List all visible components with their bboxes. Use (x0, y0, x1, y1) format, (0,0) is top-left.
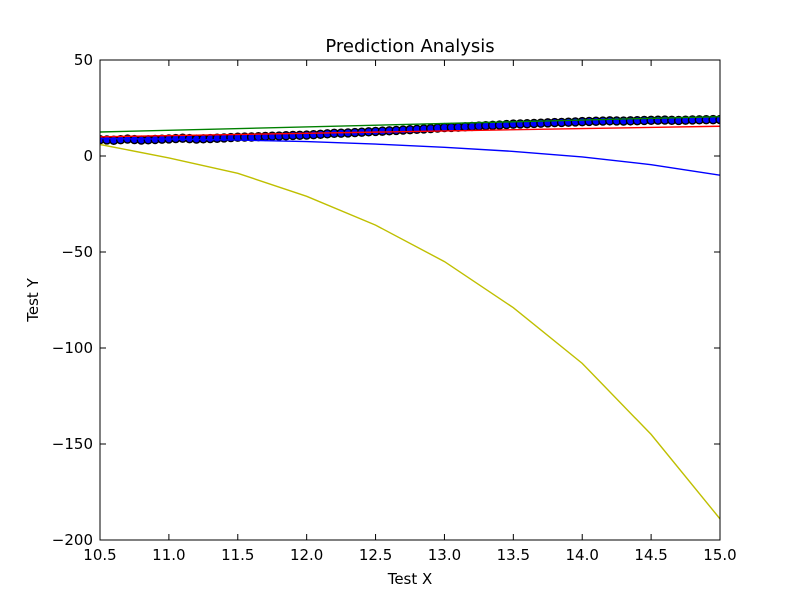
series-line (100, 115, 720, 133)
series-line (100, 125, 720, 138)
series-line (100, 143, 720, 520)
x-tick-label: 11.0 (152, 546, 185, 564)
y-tick-label: −150 (52, 435, 93, 453)
x-tick-label: 12.0 (290, 546, 323, 564)
scatter-point (715, 114, 720, 125)
x-tick-label: 13.5 (497, 546, 530, 564)
plot-frame (99, 59, 721, 541)
series-layer (100, 114, 720, 520)
y-axis-label: Test Y (24, 277, 42, 322)
x-tick-label: 12.5 (359, 546, 392, 564)
y-tick-label: 0 (83, 147, 93, 165)
x-tick-label: 13.0 (428, 546, 461, 564)
y-tick-label: 50 (74, 51, 93, 69)
y-tick-label: −200 (52, 531, 93, 549)
y-tick-label: −50 (61, 243, 93, 261)
chart-title: Prediction Analysis (325, 36, 494, 57)
x-tick-label: 11.5 (221, 546, 254, 564)
series-line (100, 138, 720, 176)
x-tick-label: 14.0 (566, 546, 599, 564)
x-tick-label: 14.5 (634, 546, 667, 564)
x-axis-label: Test X (387, 570, 433, 588)
x-tick-label: 15.0 (703, 546, 736, 564)
y-tick-label: −100 (52, 339, 93, 357)
x-tick-label: 10.5 (83, 546, 116, 564)
ticks-layer: 10.5 11.0 11.5 12.0 12.5 13.0 13.5 14.0 14.5 15.0… (52, 51, 737, 564)
